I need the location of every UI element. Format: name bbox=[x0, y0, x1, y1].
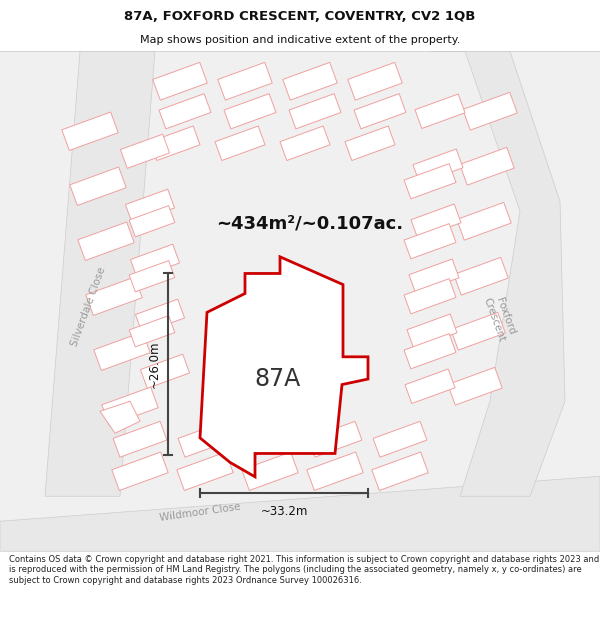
Text: Contains OS data © Crown copyright and database right 2021. This information is : Contains OS data © Crown copyright and d… bbox=[9, 555, 599, 585]
Polygon shape bbox=[62, 112, 118, 151]
Polygon shape bbox=[415, 94, 465, 129]
Polygon shape bbox=[460, 148, 514, 185]
Polygon shape bbox=[153, 62, 207, 100]
Polygon shape bbox=[242, 452, 298, 491]
Polygon shape bbox=[307, 452, 363, 491]
Polygon shape bbox=[283, 62, 337, 100]
Polygon shape bbox=[463, 92, 517, 130]
Polygon shape bbox=[454, 258, 508, 295]
Polygon shape bbox=[78, 222, 134, 261]
Text: Foxford
Crescent: Foxford Crescent bbox=[482, 292, 518, 343]
Text: 87A: 87A bbox=[255, 367, 301, 391]
Polygon shape bbox=[94, 332, 150, 371]
Polygon shape bbox=[404, 224, 456, 259]
Polygon shape bbox=[102, 387, 158, 426]
Polygon shape bbox=[345, 126, 395, 161]
Polygon shape bbox=[129, 261, 175, 292]
Text: Map shows position and indicative extent of the property.: Map shows position and indicative extent… bbox=[140, 35, 460, 45]
Polygon shape bbox=[0, 476, 600, 551]
Polygon shape bbox=[243, 421, 297, 457]
Polygon shape bbox=[411, 204, 461, 239]
Polygon shape bbox=[407, 314, 457, 349]
Polygon shape bbox=[354, 94, 406, 129]
Polygon shape bbox=[70, 167, 126, 206]
Polygon shape bbox=[348, 62, 402, 100]
Polygon shape bbox=[136, 299, 185, 333]
Polygon shape bbox=[140, 354, 190, 388]
Text: ~434m²/~0.107ac.: ~434m²/~0.107ac. bbox=[217, 214, 404, 232]
Polygon shape bbox=[125, 189, 175, 223]
Polygon shape bbox=[373, 421, 427, 457]
Polygon shape bbox=[405, 369, 455, 404]
Text: 87A, FOXFORD CRESCENT, COVENTRY, CV2 1QB: 87A, FOXFORD CRESCENT, COVENTRY, CV2 1QB bbox=[124, 10, 476, 23]
Polygon shape bbox=[404, 279, 456, 314]
Polygon shape bbox=[0, 51, 600, 551]
Polygon shape bbox=[159, 94, 211, 129]
Polygon shape bbox=[404, 164, 456, 199]
Polygon shape bbox=[150, 126, 200, 161]
Polygon shape bbox=[130, 244, 179, 278]
Polygon shape bbox=[451, 312, 505, 350]
Polygon shape bbox=[86, 277, 142, 316]
Polygon shape bbox=[121, 134, 170, 168]
Polygon shape bbox=[280, 126, 330, 161]
Polygon shape bbox=[308, 421, 362, 457]
Polygon shape bbox=[100, 401, 140, 433]
Polygon shape bbox=[224, 94, 276, 129]
Text: Wildmoor Close: Wildmoor Close bbox=[159, 502, 241, 523]
Polygon shape bbox=[113, 421, 167, 457]
Polygon shape bbox=[218, 62, 272, 100]
Polygon shape bbox=[413, 149, 463, 184]
Polygon shape bbox=[430, 51, 565, 496]
Polygon shape bbox=[200, 257, 368, 477]
Polygon shape bbox=[409, 259, 459, 294]
Polygon shape bbox=[372, 452, 428, 491]
Text: Silverdale Close: Silverdale Close bbox=[69, 266, 107, 348]
Polygon shape bbox=[404, 334, 456, 369]
Text: ~26.0m: ~26.0m bbox=[148, 340, 161, 388]
Polygon shape bbox=[45, 51, 155, 496]
Polygon shape bbox=[129, 206, 175, 237]
Polygon shape bbox=[457, 202, 511, 240]
Polygon shape bbox=[112, 452, 168, 491]
Text: ~33.2m: ~33.2m bbox=[260, 505, 308, 518]
Polygon shape bbox=[289, 94, 341, 129]
Polygon shape bbox=[129, 316, 175, 347]
Polygon shape bbox=[448, 368, 502, 405]
Polygon shape bbox=[215, 126, 265, 161]
Polygon shape bbox=[178, 421, 232, 457]
Polygon shape bbox=[177, 452, 233, 491]
